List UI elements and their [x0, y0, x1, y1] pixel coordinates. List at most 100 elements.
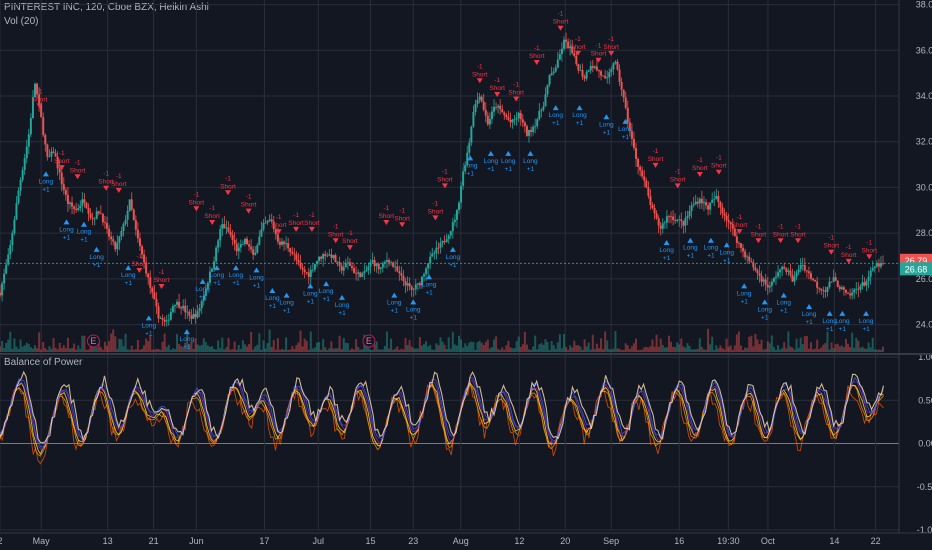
volume-bar	[303, 338, 306, 352]
candle-body	[89, 213, 92, 218]
time-axis-tick: Oct	[761, 536, 776, 546]
volume-bar	[608, 348, 611, 352]
long-signal: Long+1	[737, 283, 752, 305]
price-axis-tick: 26.00	[916, 274, 932, 284]
short-signal-label: Short	[220, 183, 236, 190]
candle-body	[552, 71, 555, 74]
long-signal: Long+1	[406, 299, 421, 321]
volume-bar	[653, 346, 656, 352]
short-signal-label: Short	[288, 220, 304, 227]
volume-bar	[336, 348, 339, 352]
long-arrow-icon	[527, 150, 534, 156]
candle-body	[527, 129, 530, 136]
volume-bar	[847, 343, 850, 352]
candle-body	[19, 179, 22, 191]
volume-bar	[519, 346, 522, 352]
candle-body	[791, 274, 794, 282]
candle-body	[575, 56, 578, 65]
long-signal-qty: +1	[283, 308, 291, 315]
long-signal: Long+1	[77, 221, 92, 244]
volume-bar	[616, 348, 619, 352]
candle-body	[320, 256, 323, 259]
long-signal: Long+1	[704, 237, 719, 260]
candle-body	[595, 66, 598, 71]
candle-body	[29, 117, 32, 135]
long-arrow-icon	[232, 265, 239, 271]
symbol-legend[interactable]: PINTEREST INC, 120, Cboe BZX, Heikin Ash…	[4, 2, 209, 13]
candle-body	[11, 232, 14, 246]
candle-body	[237, 247, 240, 252]
volume-bar	[585, 346, 588, 352]
volume-bar	[268, 329, 271, 352]
volume-bar	[5, 342, 8, 352]
volume-bar	[509, 347, 512, 352]
candle-body	[91, 217, 94, 219]
candle-body	[169, 311, 172, 320]
short-signal-qty: -1	[193, 191, 199, 198]
candle-body	[266, 220, 269, 223]
candle-body	[754, 267, 757, 271]
volume-bar	[326, 349, 329, 352]
candle-body	[211, 268, 214, 272]
candle-body	[5, 264, 8, 274]
long-arrow-icon	[253, 267, 260, 273]
volume-bar	[803, 336, 806, 352]
volume-bar	[690, 349, 693, 352]
volume-bar	[709, 344, 712, 352]
volume-bar	[571, 347, 574, 352]
volume-bar	[355, 339, 358, 352]
candle-body	[1, 283, 4, 296]
candle-body	[402, 275, 405, 281]
volume-bar	[575, 345, 578, 352]
short-arrow-icon	[36, 103, 43, 109]
long-signal-qty: +1	[425, 289, 433, 296]
volume-bar	[418, 337, 421, 352]
long-signal: Long+1	[59, 219, 74, 241]
indicator-legend[interactable]: Balance of Power	[4, 357, 83, 368]
volume-bar	[600, 338, 603, 352]
short-arrow-icon	[58, 165, 65, 171]
volume-legend[interactable]: Vol (20)	[4, 16, 39, 27]
candle-body	[801, 265, 804, 266]
short-arrow-icon	[346, 245, 353, 251]
volume-bar	[173, 349, 176, 352]
volume-bar	[639, 349, 642, 352]
short-signal-qty: -1	[513, 82, 519, 89]
candle-body	[196, 311, 199, 318]
candle-body	[610, 69, 613, 73]
time-axis-tick: 21	[149, 536, 159, 546]
long-signal: Long+1	[279, 292, 294, 315]
candle-body	[427, 263, 430, 269]
candle-body	[295, 254, 298, 260]
volume-bar	[81, 335, 84, 352]
long-arrow-icon	[80, 221, 87, 227]
candle-body	[581, 69, 584, 77]
volume-bar	[750, 335, 753, 352]
candle-body	[838, 286, 841, 290]
volume-bar	[398, 349, 401, 352]
volume-bar	[534, 335, 537, 352]
candle-body	[711, 199, 714, 203]
volume-bar	[688, 345, 691, 352]
short-signal-label: Short	[591, 51, 607, 58]
long-arrow-icon	[780, 292, 787, 298]
volume-bar	[406, 345, 409, 352]
candle-body	[770, 281, 773, 286]
short-signal-label: Short	[428, 208, 444, 215]
volume-bar	[1, 340, 4, 352]
long-signal-label: Long	[777, 300, 792, 307]
volume-bar	[388, 348, 391, 352]
candle-body	[501, 109, 504, 113]
candle-body	[844, 289, 847, 293]
volume-bar	[530, 349, 533, 352]
candle-body	[149, 277, 152, 288]
candle-body	[299, 262, 302, 268]
candle-body	[124, 219, 127, 225]
candle-body	[3, 273, 6, 284]
long-signal-label: Long	[265, 295, 280, 302]
short-signal-label: Short	[489, 85, 505, 92]
candle-body	[416, 283, 419, 285]
